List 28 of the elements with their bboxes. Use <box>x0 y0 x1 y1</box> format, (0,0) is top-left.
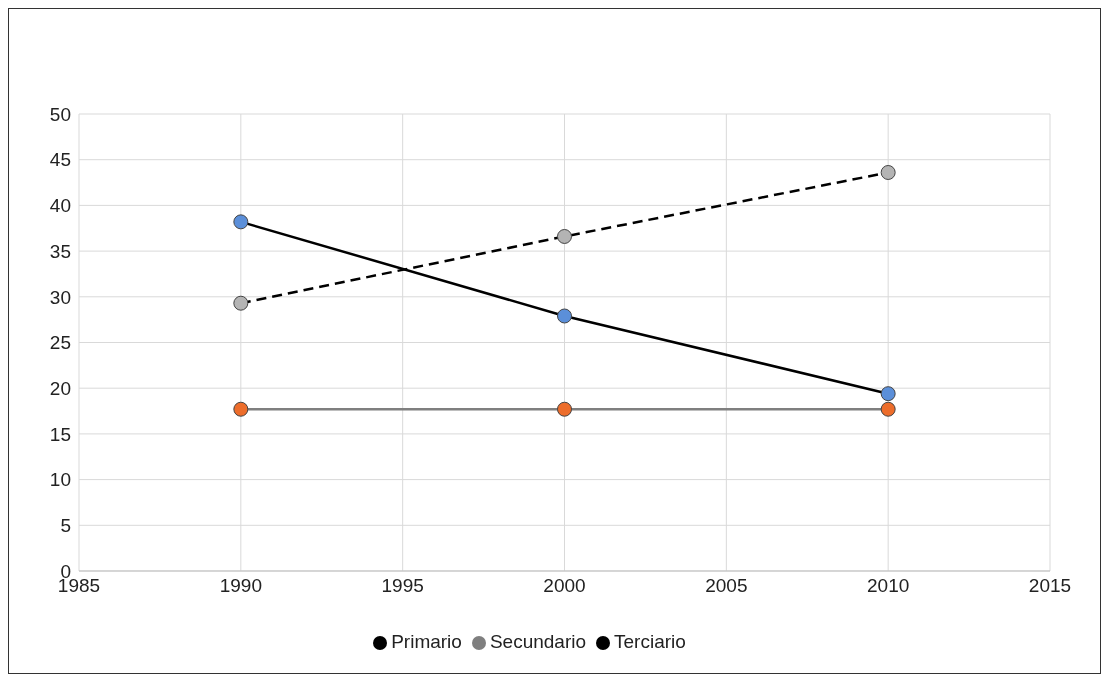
y-tick-label: 20 <box>49 377 71 399</box>
legend-label: Primario <box>391 631 462 652</box>
point <box>233 401 249 417</box>
legend-label: Terciario <box>614 631 686 652</box>
point <box>557 308 572 324</box>
y-tick-label: 10 <box>49 469 71 491</box>
point <box>880 401 896 417</box>
y-tick-label: 15 <box>49 423 71 445</box>
y-tick-label: 45 <box>49 149 71 171</box>
x-tick-label: 2015 <box>1028 575 1072 597</box>
x-tick-label: 1995 <box>381 575 424 597</box>
y-tick-label: 30 <box>49 286 71 308</box>
y-tick-label: 40 <box>49 195 71 217</box>
y-tick-label: 50 <box>49 103 71 125</box>
point <box>557 401 572 417</box>
y-tick-label: 25 <box>49 332 71 354</box>
x-tick-label: 1990 <box>219 575 262 597</box>
x-tick-label: 2005 <box>705 575 748 597</box>
point <box>880 165 896 180</box>
y-tick-label: 5 <box>60 515 71 537</box>
point <box>557 228 572 244</box>
point <box>233 295 249 311</box>
x-tick-label: 2000 <box>543 575 586 597</box>
y-tick-label: 35 <box>49 240 71 262</box>
legend-label: Secundario <box>489 631 587 652</box>
point <box>880 386 896 402</box>
x-tick-label: 2010 <box>867 575 910 597</box>
point <box>233 214 249 230</box>
